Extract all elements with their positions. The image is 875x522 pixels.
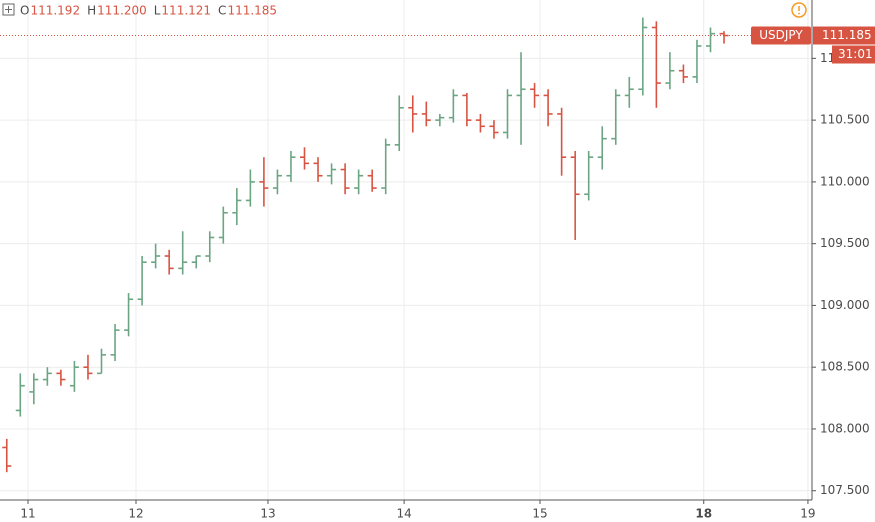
alert-dot <box>798 12 800 15</box>
y-tick-label: 110.000 <box>820 174 870 188</box>
x-tick-label: 19 <box>800 507 815 521</box>
y-tick-label: 111.500 <box>820 0 870 3</box>
x-tick-label: 11 <box>20 507 35 521</box>
y-tick-label: 108.500 <box>820 360 870 374</box>
collapse-icon[interactable] <box>2 3 15 16</box>
alert-icon[interactable] <box>791 2 807 18</box>
price-tag-label: 111.185 <box>822 28 872 42</box>
x-tick-label: 14 <box>396 507 411 521</box>
plot-area <box>0 0 812 500</box>
y-tick-label: 108.000 <box>820 421 870 435</box>
axes: 107.500 108.000 108.500 109.000 109.500 110.0… <box>20 0 869 521</box>
ohlc-value: 111.192 <box>30 4 80 18</box>
countdown-tag <box>832 45 875 64</box>
ohlc-key: L <box>154 4 161 18</box>
price-axis-panel <box>812 0 875 522</box>
ohlc-value: 111.185 <box>227 4 277 18</box>
x-tick-label: 15 <box>532 507 547 521</box>
ohlc-key: H <box>87 4 96 18</box>
ohlc-value: 111.200 <box>97 4 147 18</box>
x-tick-label: 12 <box>128 507 143 521</box>
y-tick-label: 109.000 <box>820 298 870 312</box>
y-tick-label: 107.500 <box>820 483 870 497</box>
alert-circle <box>791 2 807 18</box>
y-tick-label: 110.500 <box>820 113 870 127</box>
y-tick-label: 109.500 <box>820 236 870 250</box>
legend-bar: O 111.192 H 111.200 L 111.121 C 111.185 <box>2 3 277 18</box>
price-tag <box>813 26 875 45</box>
ohlc-value: 111.121 <box>161 4 211 18</box>
ohlc-key: O <box>20 4 29 18</box>
symbol-tag <box>751 26 811 45</box>
countdown-label: 31:01 <box>838 47 873 61</box>
x-tick-label: 18 <box>695 507 712 521</box>
ohlc-key: C <box>218 4 226 18</box>
symbol-tag-label: USDJPY <box>759 28 803 42</box>
x-tick-label: 13 <box>260 507 275 521</box>
